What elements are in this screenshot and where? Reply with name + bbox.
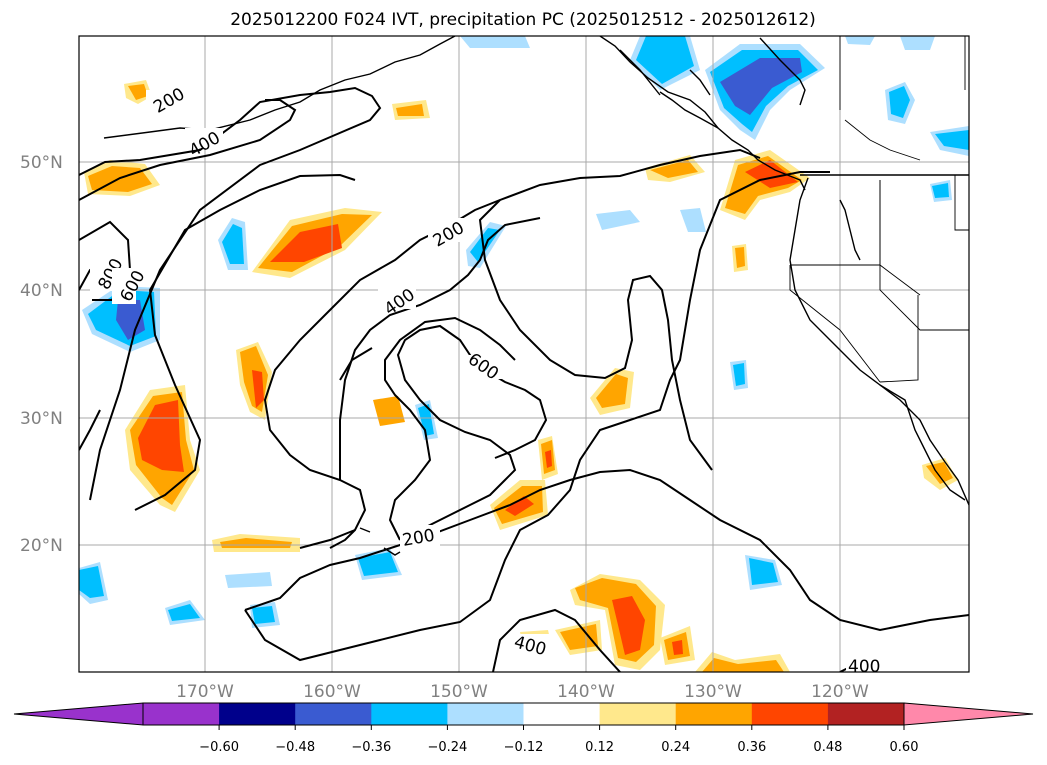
lon-label: 160°W: [303, 682, 361, 702]
contour-labels: 200 400 800 600 200 400 600 200 400 400: [90, 84, 886, 677]
colorbar-tick-label: −0.24: [427, 740, 467, 755]
precip-blob: [168, 604, 200, 621]
colorbar-segment: [371, 703, 448, 725]
colorbar-segment: [295, 703, 372, 725]
colorbar-tick-label: 0.36: [737, 740, 766, 755]
contour-label: 400: [848, 657, 880, 677]
colorbar-tick-label: −0.36: [351, 740, 391, 755]
precip-blob: [672, 640, 683, 655]
precip-blob: [545, 450, 552, 468]
colorbar-tick-label: 0.48: [813, 740, 842, 755]
precip-blob: [889, 86, 910, 118]
precip-blob: [745, 160, 798, 188]
precip-blob: [79, 566, 104, 598]
colorbar-tick-label: 0.60: [890, 740, 919, 755]
colorbar-segment: [675, 703, 753, 725]
colorbar-segment: [143, 703, 220, 725]
precip-blob: [222, 224, 244, 264]
precip-blob: [128, 84, 148, 100]
colorbar: −0.60 −0.48 −0.36 −0.24 −0.12 0.12 0.24 0.36 0.4…: [13, 702, 1034, 755]
precip-blob: [749, 558, 778, 585]
precip-blob: [735, 247, 745, 268]
precip-blob: [116, 300, 145, 340]
lat-label: 20°N: [20, 536, 63, 556]
state-borders: [789, 36, 969, 383]
lon-label: 120°W: [811, 682, 869, 702]
lon-label: 150°W: [430, 682, 488, 702]
precip-blob: [733, 363, 745, 386]
precip-blob: [720, 58, 802, 115]
ivt-contours: [79, 86, 969, 672]
colorbar-tick-label: −0.48: [275, 740, 315, 755]
precip-blob: [612, 596, 645, 655]
lon-label: 130°W: [684, 682, 742, 702]
colorbar-over-arrow: [903, 702, 1034, 726]
gridlines: [79, 36, 969, 672]
colorbar-segment: [523, 703, 601, 725]
precip-blob: [560, 624, 598, 650]
precip-blob: [596, 210, 640, 230]
precip-blob: [252, 370, 264, 408]
precip-blob: [935, 130, 969, 150]
precip-fields: [79, 36, 969, 672]
figure-title: 2025012200 F024 IVT, precipitation PC (2…: [230, 10, 816, 30]
colorbar-tick-label: 0.12: [585, 740, 614, 755]
lon-label: 140°W: [557, 682, 615, 702]
precip-blob: [460, 36, 530, 48]
precip-blob: [636, 36, 694, 84]
precip-blob: [845, 36, 875, 45]
colorbar-segment: [447, 703, 524, 725]
lat-label: 30°N: [20, 409, 63, 429]
precip-blob: [418, 404, 434, 436]
precip-blob: [702, 658, 784, 672]
precip-blob: [932, 183, 949, 198]
lat-label: 50°N: [20, 153, 63, 173]
lon-labels: 170°W 160°W 150°W 140°W 130°W 120°W: [176, 682, 869, 702]
colorbar-under-arrow: [13, 702, 144, 726]
precip-blob: [225, 572, 272, 588]
precip-blob: [900, 36, 935, 50]
colorbar-tick-label: −0.12: [504, 740, 544, 755]
precip-blob: [252, 606, 275, 624]
precip-blob: [396, 104, 424, 116]
map-area: 200 400 800 600 200 400 600 200 400 400: [79, 36, 969, 677]
colorbar-tick-label: 0.24: [661, 740, 690, 755]
colorbar-segment: [219, 703, 296, 725]
precip-blob: [270, 224, 342, 262]
precip-blob: [505, 496, 534, 516]
lat-label: 40°N: [20, 281, 63, 301]
colorbar-tick-label: −0.60: [199, 740, 239, 755]
precip-blob: [680, 208, 706, 232]
precip-blob: [926, 462, 953, 484]
precip-blob: [358, 552, 398, 576]
colorbar-segment: [827, 703, 905, 725]
lon-label: 170°W: [176, 682, 234, 702]
colorbar-segment: [599, 703, 677, 725]
precip-blob: [596, 374, 628, 408]
map-frame: [78, 35, 970, 673]
precip-blob: [650, 160, 698, 178]
lat-labels: 50°N 40°N 30°N 20°N: [20, 153, 63, 556]
colorbar-segment: [751, 703, 829, 725]
